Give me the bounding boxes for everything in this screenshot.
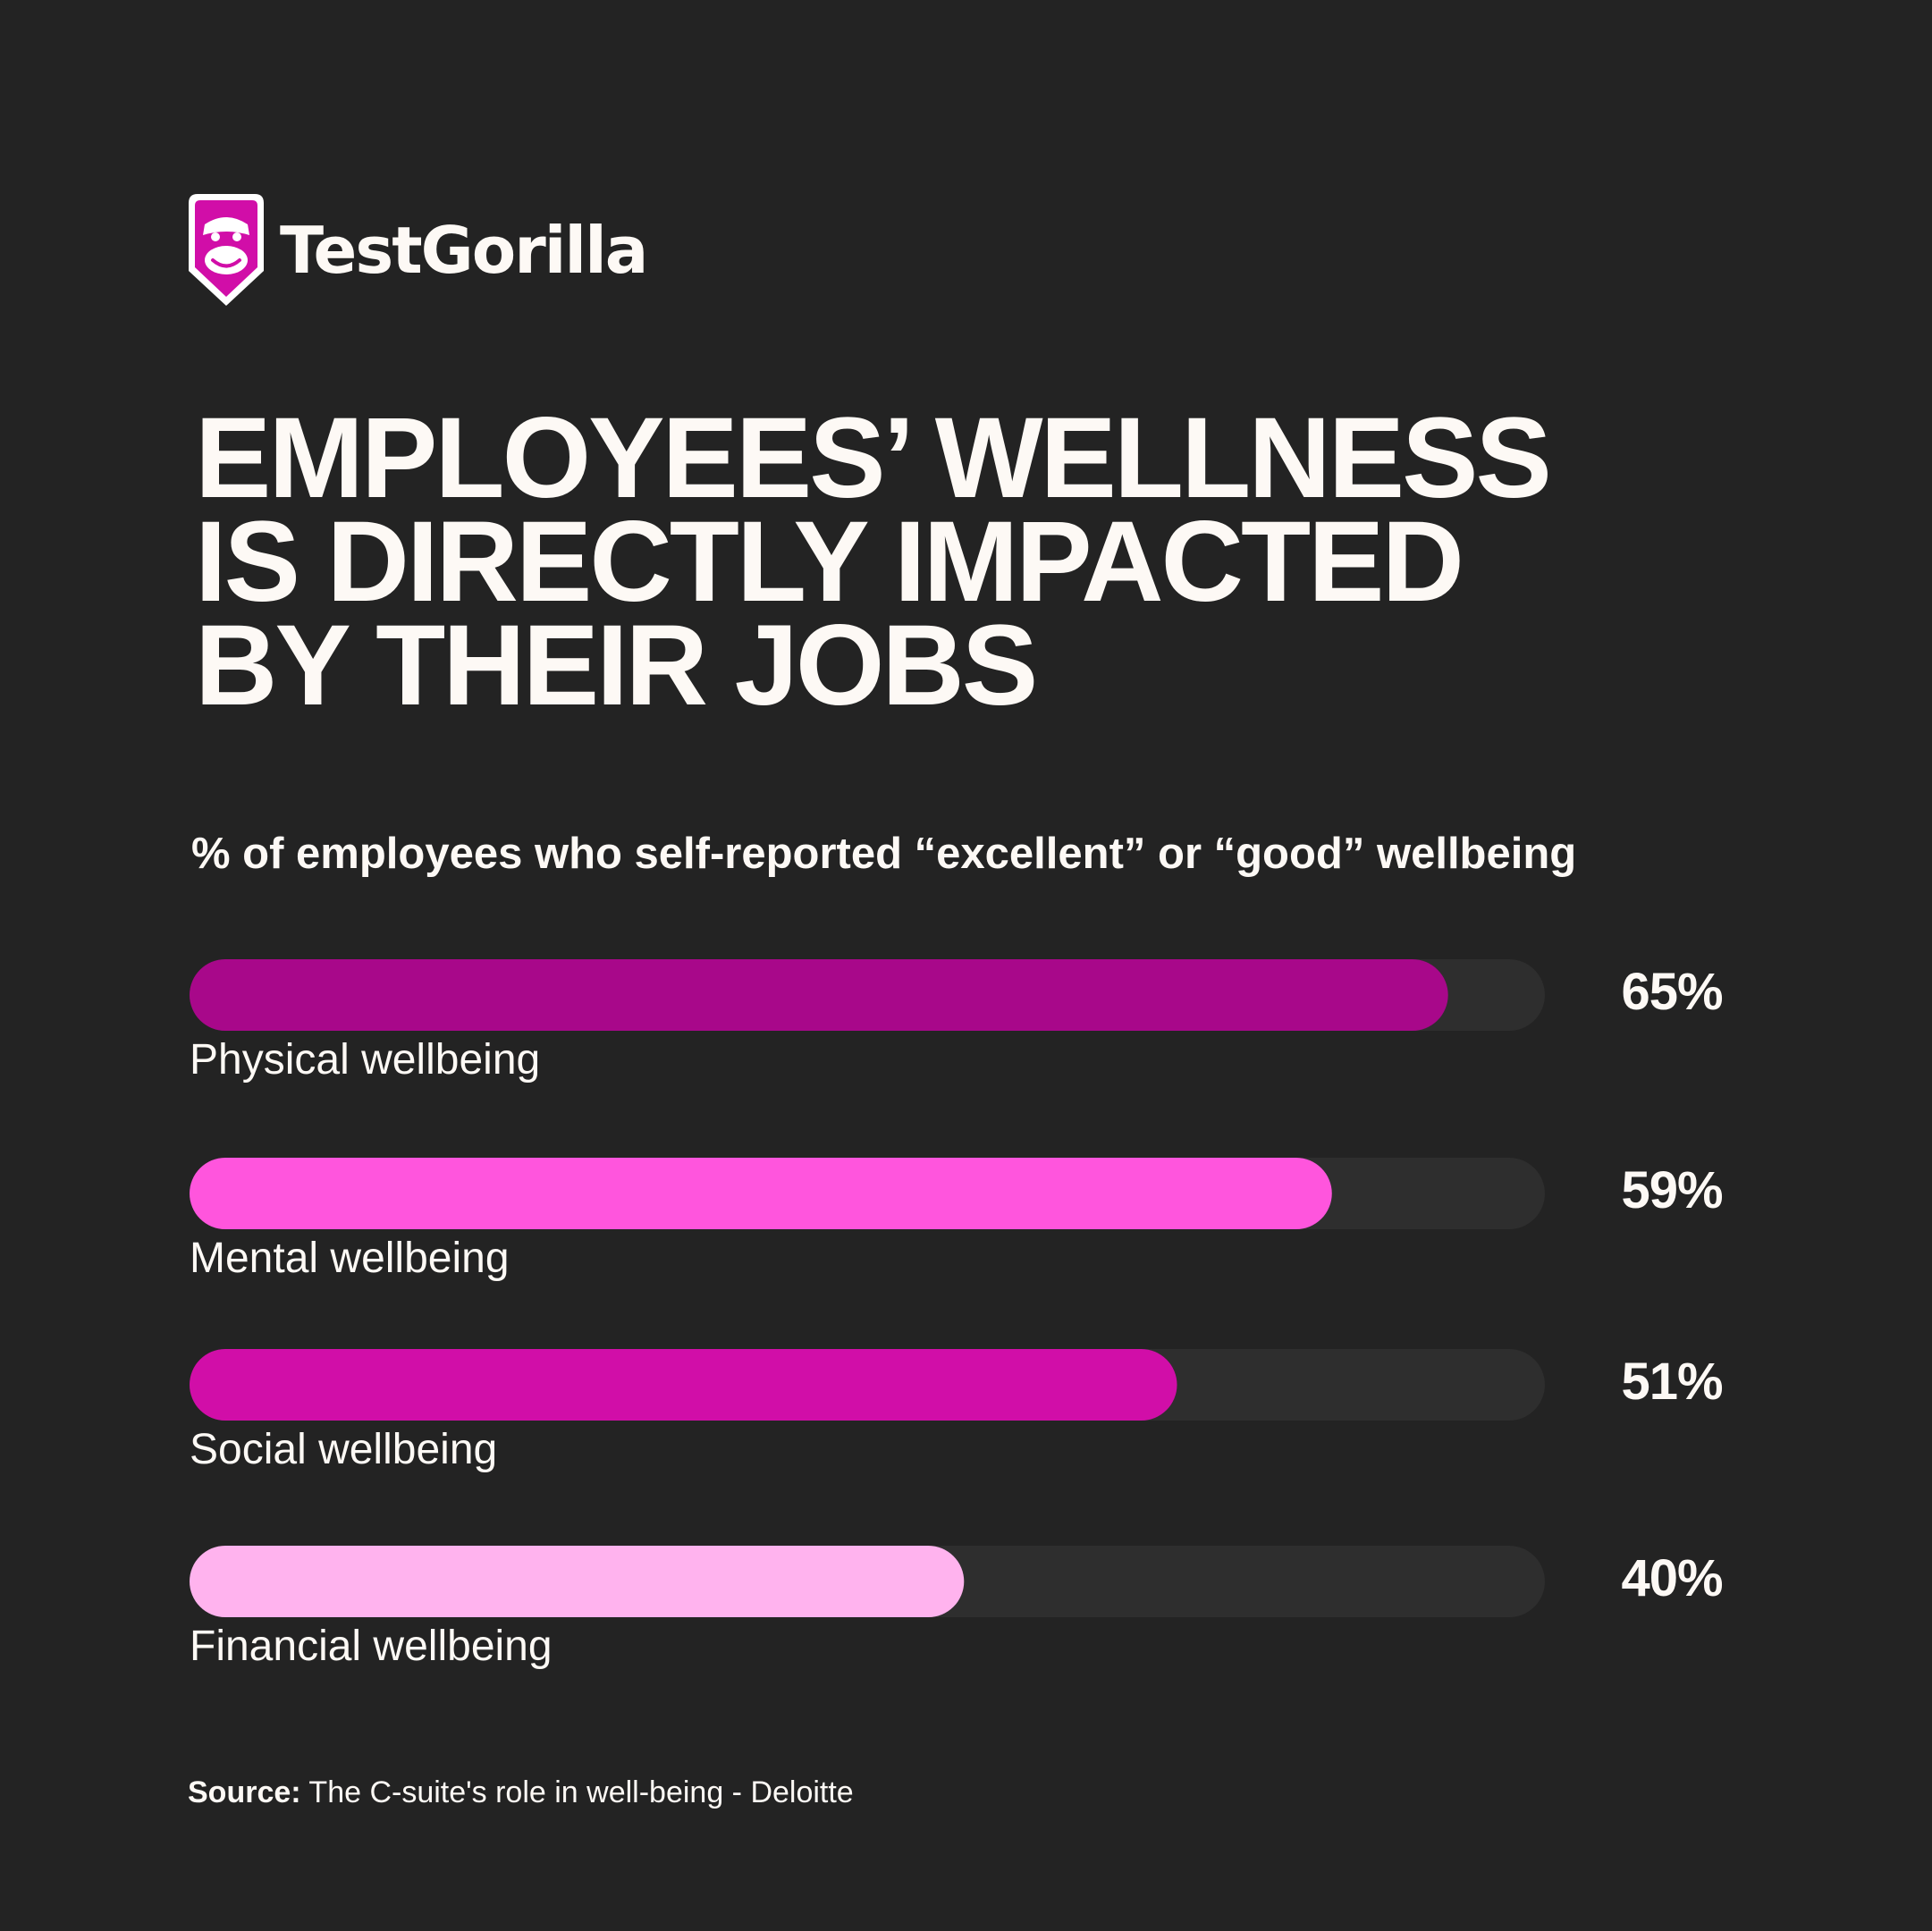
source-note: Source: The C-suite's role in well-being… xyxy=(188,1775,854,1810)
bar-label-mental-wellbeing: Mental wellbeing xyxy=(190,1235,510,1282)
bar-financial-wellbeing xyxy=(190,1546,965,1617)
bar-mental-wellbeing xyxy=(190,1158,1332,1229)
headline-line-2: IS DIRECTLY IMPACTED xyxy=(195,498,1464,626)
bar-social-wellbeing xyxy=(190,1349,1177,1421)
bar-label-social-wellbeing: Social wellbeing xyxy=(190,1426,497,1473)
headline-line-3: BY THEIR JOBS xyxy=(195,602,1038,729)
source-text: The C-suite's role in well-being - Deloi… xyxy=(300,1775,854,1809)
headline-line-1: EMPLOYEES’ WELLNESS xyxy=(195,394,1552,522)
headline: EMPLOYEES’ WELLNESS IS DIRECTLY IMPACTED… xyxy=(195,394,1804,729)
brand-name: TestGorilla xyxy=(280,212,648,288)
value-label-financial-wellbeing: 40% xyxy=(1621,1549,1723,1607)
bar-label-physical-wellbeing: Physical wellbeing xyxy=(190,1036,540,1084)
gorilla-badge-icon xyxy=(189,194,264,306)
source-key: Source: xyxy=(188,1775,301,1809)
bar-label-financial-wellbeing: Financial wellbeing xyxy=(190,1623,553,1670)
value-label-mental-wellbeing: 59% xyxy=(1621,1161,1723,1219)
bar-physical-wellbeing xyxy=(190,959,1448,1031)
value-label-physical-wellbeing: 65% xyxy=(1621,963,1723,1021)
value-label-social-wellbeing: 51% xyxy=(1621,1353,1723,1411)
brand-logo: TestGorilla xyxy=(185,190,648,309)
chart-title: % of employees who self-reported “excell… xyxy=(191,830,1577,878)
